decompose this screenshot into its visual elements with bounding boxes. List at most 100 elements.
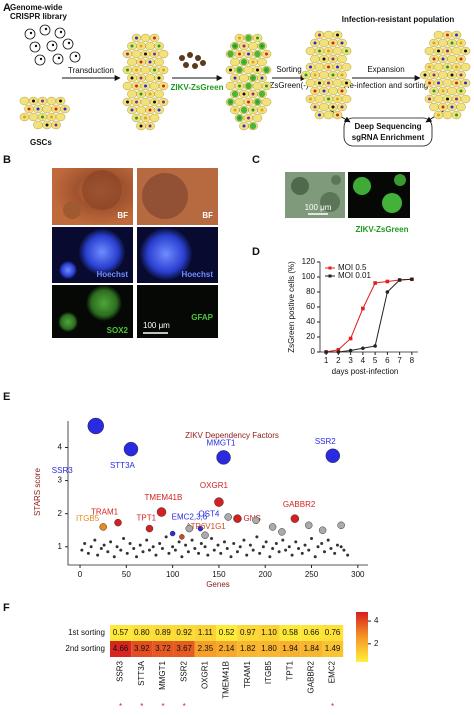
cell [149, 113, 160, 123]
point-label: ATP6V1G1 [186, 522, 226, 531]
point [186, 550, 190, 554]
point [271, 546, 275, 550]
nucleus [455, 65, 458, 69]
library-vector [39, 24, 51, 36]
cell [257, 57, 267, 67]
nucleus [464, 49, 467, 53]
cell-label: 0.66 [304, 628, 320, 637]
image [140, 228, 192, 280]
x-tick-label: 200 [259, 570, 273, 579]
nucleus [327, 81, 330, 85]
cell [314, 94, 325, 104]
point [251, 548, 255, 552]
point-label: MMGT1 [207, 439, 236, 448]
nucleus [265, 52, 268, 56]
point [268, 523, 277, 531]
virus-particle [187, 52, 193, 58]
cell [234, 97, 245, 107]
nucleus [54, 123, 58, 127]
nucleus [247, 52, 250, 56]
cell [341, 94, 352, 104]
point [233, 514, 242, 523]
point [229, 555, 233, 559]
nucleus [327, 49, 330, 53]
point [335, 543, 339, 547]
nucleus [260, 108, 264, 112]
nucleus [455, 33, 458, 37]
infected-cell [236, 66, 243, 74]
nucleus [135, 116, 138, 120]
point [141, 550, 145, 554]
nucleus [162, 68, 165, 72]
nucleus [432, 73, 436, 77]
nucleus [157, 76, 161, 80]
nucleus [428, 97, 431, 101]
point-label: TMEM41B [145, 493, 183, 502]
point [238, 545, 242, 549]
x-tick-label: 5 [373, 356, 378, 365]
y-tick-label: 60 [306, 302, 315, 311]
axis [67, 421, 368, 566]
significance-marker: * [161, 702, 164, 711]
cell [337, 54, 347, 64]
library-vector [67, 41, 71, 45]
marker [385, 279, 390, 284]
marker [361, 306, 365, 311]
nucleus [340, 105, 344, 109]
point [199, 541, 203, 545]
point-label: SSR3 [52, 466, 73, 475]
legend-label: MOI 0.01 [338, 271, 371, 280]
point [80, 548, 84, 552]
cell [216, 625, 238, 641]
cell [127, 89, 137, 99]
cell [46, 96, 57, 106]
nucleus [455, 81, 458, 85]
point [86, 551, 90, 555]
cell [216, 641, 238, 657]
nucleus [331, 41, 335, 45]
column-label: TRAM1 [243, 660, 252, 688]
label: Re-infection and sorting [344, 81, 429, 90]
cell [55, 112, 66, 122]
point [232, 541, 236, 545]
cell [258, 625, 280, 641]
marker [373, 281, 377, 285]
label: Transduction [68, 66, 114, 75]
cell [300, 641, 322, 657]
point [87, 417, 105, 435]
image [394, 174, 406, 186]
nucleus [139, 44, 143, 48]
legend-label: MOI 0.5 [338, 263, 367, 272]
nucleus [441, 105, 445, 109]
marker [336, 350, 341, 354]
x-tick-label: 4 [361, 356, 366, 365]
nucleus [233, 76, 237, 80]
point [99, 523, 107, 531]
cell [42, 104, 52, 114]
point [274, 541, 278, 545]
label: CRISPR library [10, 12, 67, 21]
cell [140, 33, 151, 43]
nucleus [437, 49, 440, 53]
nucleus [256, 36, 259, 40]
cell [451, 46, 462, 56]
infected-cell [231, 90, 239, 98]
cell [230, 57, 240, 67]
point [89, 545, 93, 549]
row-label: 2nd sorting [65, 644, 105, 653]
panel-letter: B [3, 154, 11, 166]
cell [239, 73, 249, 83]
nucleus [153, 68, 156, 72]
point [180, 555, 184, 559]
cell [433, 30, 444, 40]
x-tick-label: 100 [166, 570, 180, 579]
nucleus [318, 33, 321, 37]
cell-label: 3.92 [134, 644, 150, 653]
nucleus [455, 113, 458, 117]
image [353, 177, 371, 195]
nucleus [441, 89, 445, 93]
nucleus [242, 124, 246, 128]
line [326, 278, 412, 353]
cell [323, 30, 334, 40]
nucleus [135, 68, 138, 72]
